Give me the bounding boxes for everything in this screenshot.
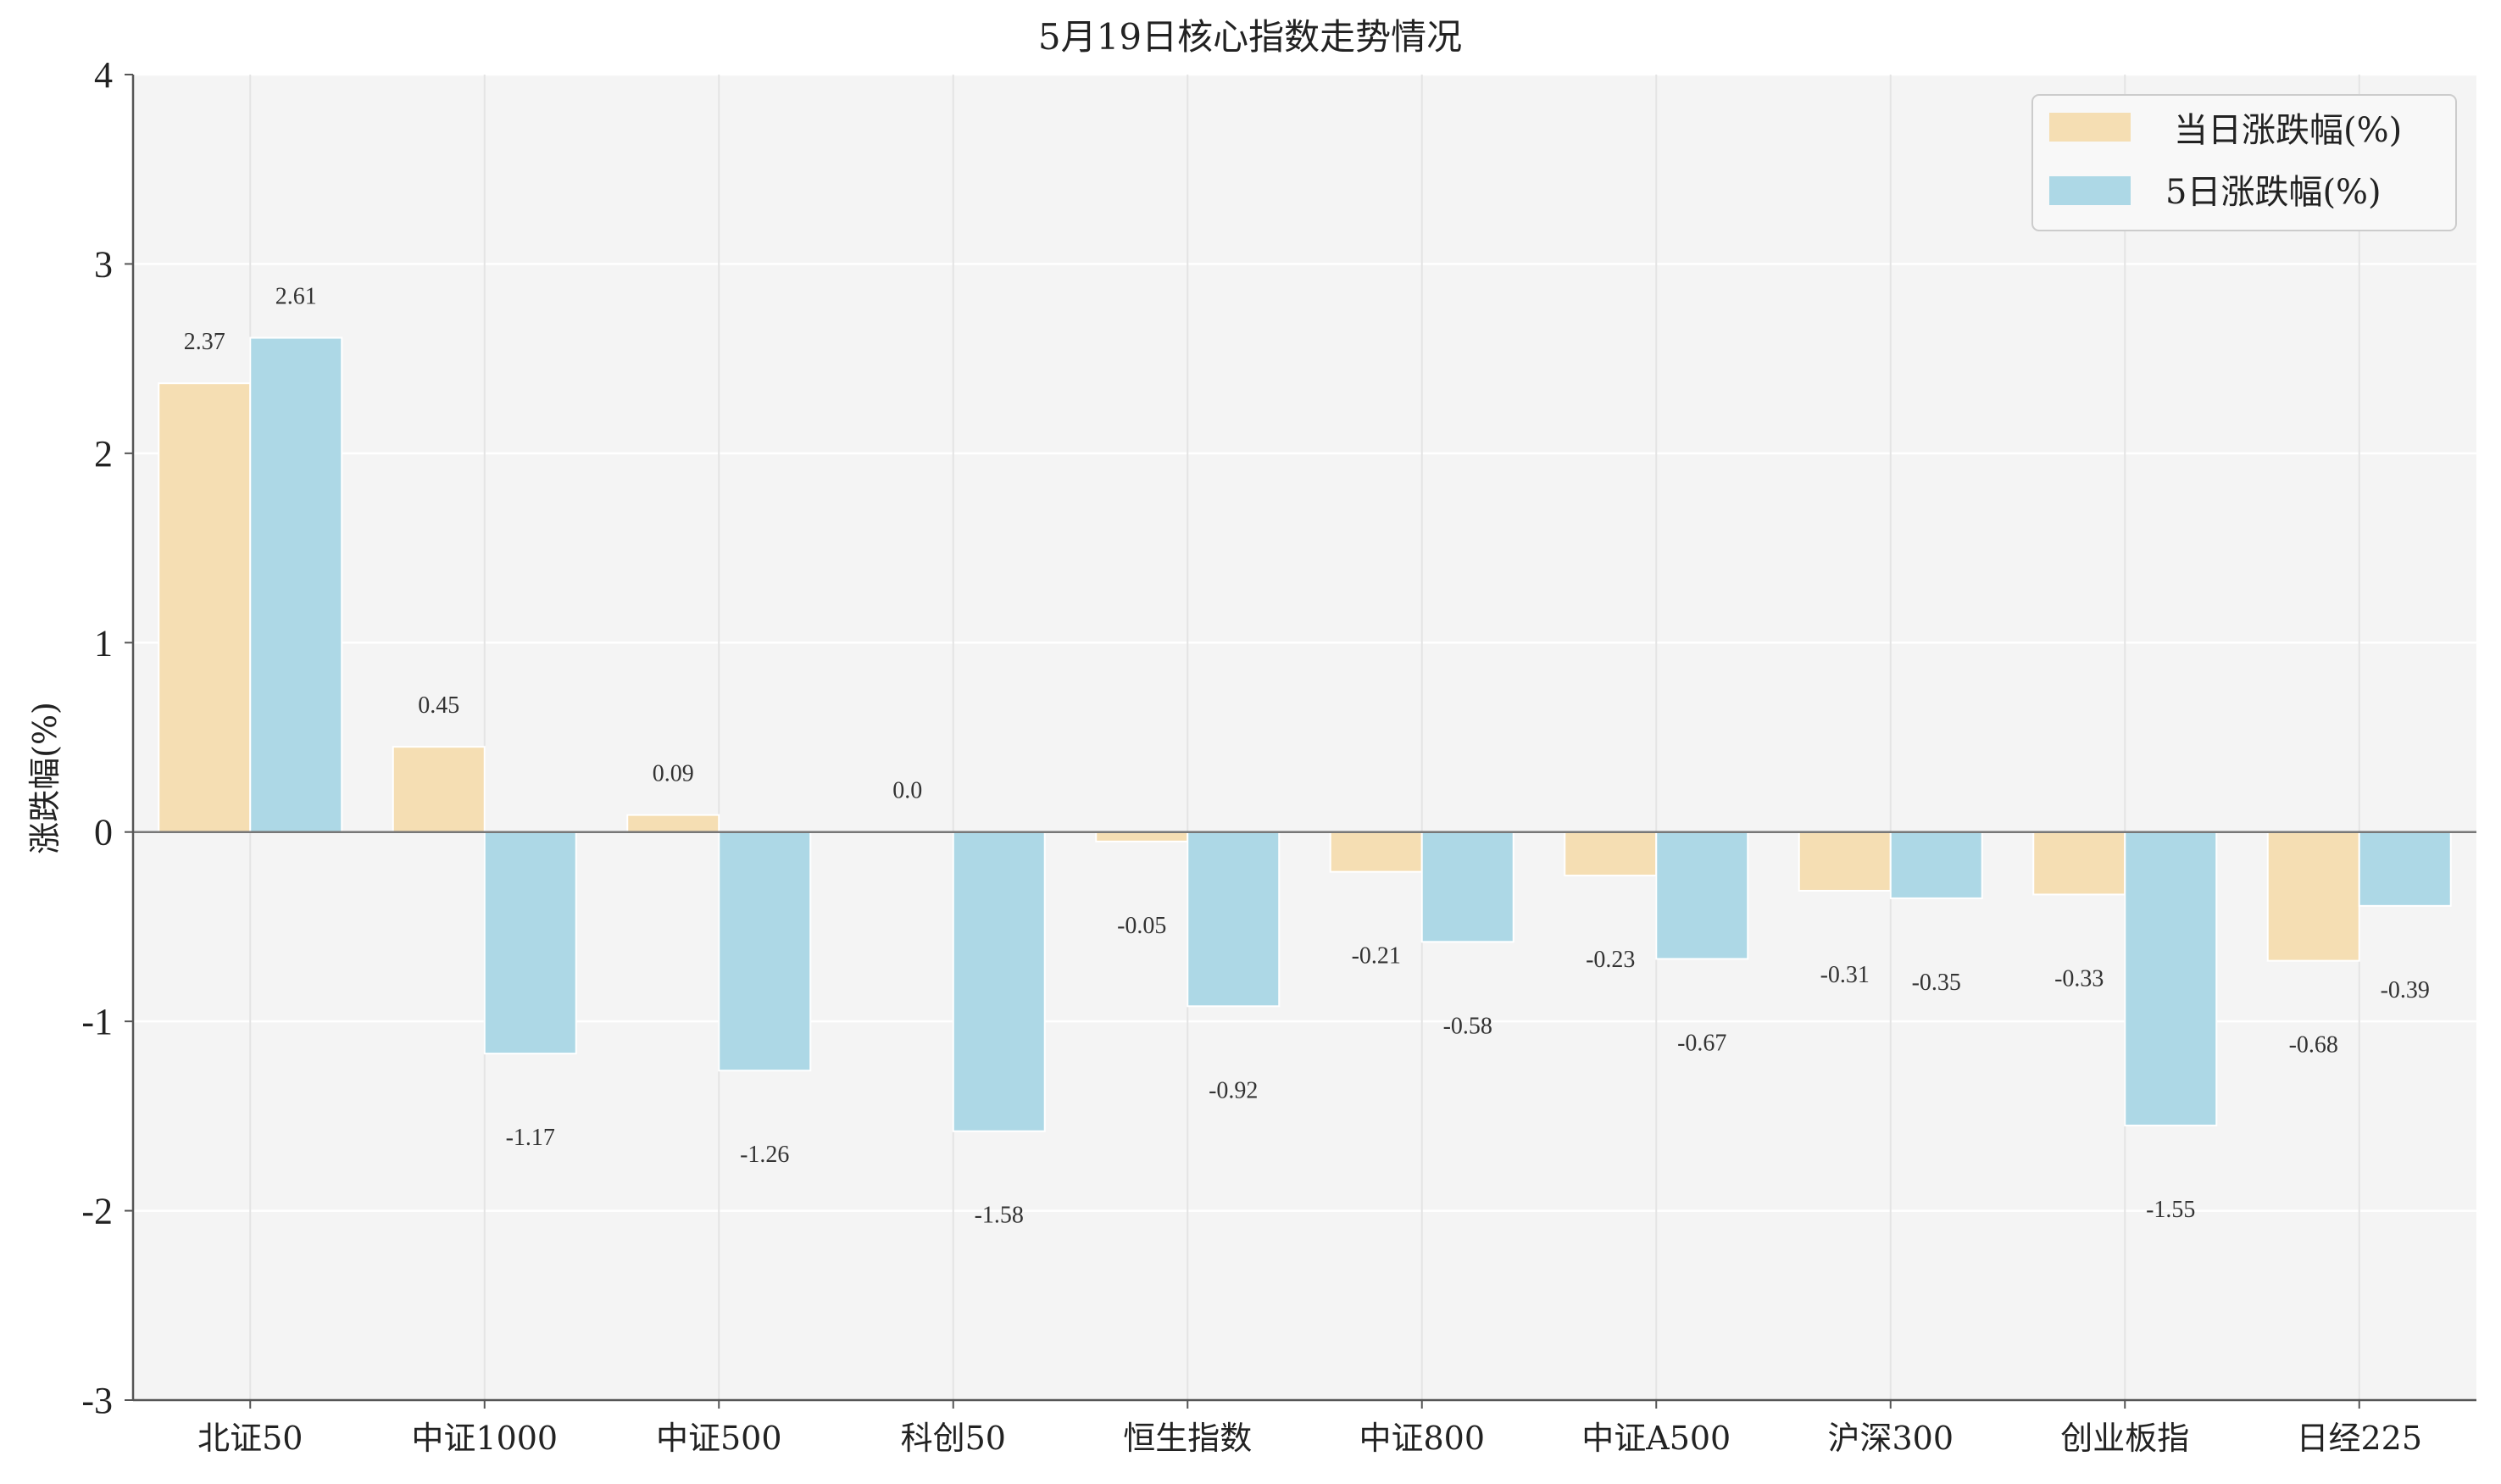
y-tick-label: -2 — [81, 1191, 113, 1232]
legend-label-daily: 当日涨跌幅(%) — [2174, 111, 2402, 150]
y-tick-label: 0 — [94, 812, 113, 853]
legend-swatch-5day — [2049, 176, 2131, 205]
bar-daily — [392, 746, 486, 833]
data-label: -1.58 — [975, 1203, 1024, 1229]
data-label: -0.39 — [2381, 977, 2430, 1003]
x-tick-label: 创业板指 — [2060, 1420, 2189, 1457]
data-label: -1.17 — [506, 1125, 555, 1151]
x-tick-label: 中证A500 — [1581, 1420, 1731, 1457]
bar-daily — [158, 382, 252, 833]
bar-5day — [2124, 831, 2218, 1127]
bar-5day — [1889, 831, 1983, 899]
y-tick-label: 2 — [94, 433, 113, 475]
bar-daily — [1329, 831, 1423, 873]
data-label: 2.37 — [184, 329, 225, 355]
data-label: -0.23 — [1586, 947, 1635, 973]
data-label: -0.05 — [1117, 913, 1166, 939]
data-label: -0.31 — [1820, 962, 1870, 988]
y-tick-label: -3 — [81, 1380, 113, 1421]
bar-5day — [952, 831, 1046, 1132]
x-tick-label: 日经225 — [2296, 1420, 2422, 1457]
y-tick-label: 1 — [94, 622, 113, 664]
data-label: -0.68 — [2289, 1032, 2338, 1059]
legend-swatch-daily — [2049, 113, 2131, 142]
bar-daily — [2032, 831, 2126, 896]
x-tick-label: 沪深300 — [1827, 1420, 1954, 1457]
data-label: 0.45 — [418, 692, 459, 719]
x-tick-label: 恒生指数 — [1123, 1420, 1252, 1457]
data-label: -1.55 — [2146, 1197, 2195, 1223]
data-label: -0.33 — [2054, 965, 2104, 992]
data-label: 0.09 — [653, 761, 694, 787]
chart-title: 5月19日核心指数走势情况 — [1038, 16, 1462, 58]
bar-daily — [1798, 831, 1892, 892]
bar-daily — [1095, 831, 1189, 842]
grid-layer — [133, 73, 2476, 1402]
y-tick-label: 3 — [94, 243, 113, 285]
bar-5day — [249, 336, 343, 833]
data-label: 0.0 — [892, 778, 922, 804]
bar-daily — [1564, 831, 1658, 877]
plot-area — [133, 75, 2476, 1400]
bar-daily — [2266, 831, 2360, 962]
bar-daily — [626, 814, 720, 833]
data-label: -1.26 — [740, 1142, 789, 1168]
bar-5day — [1655, 831, 1749, 960]
legend: 当日涨跌幅(%) 5日涨跌幅(%) — [2031, 94, 2457, 231]
data-label: -0.35 — [1912, 970, 1961, 996]
bar-5day — [1187, 831, 1281, 1008]
data-label: -0.92 — [1209, 1077, 1258, 1103]
label-layer: 2.37 2.61 0.45 -1.17 0.09 -1.26 0.0 -1.58 -0.05 -… — [184, 284, 2430, 1229]
y-tick-label: -1 — [81, 1001, 113, 1042]
y-tick-label: 4 — [94, 54, 113, 96]
axis-layer: -3 -2 -1 0 1 2 3 4 北证50 中证1000 中证500 科创50 恒生指数 中证800 中… — [81, 54, 2476, 1457]
data-label: -0.67 — [1677, 1030, 1726, 1056]
data-label: -0.58 — [1443, 1013, 1492, 1039]
x-tick-label: 中证1000 — [411, 1420, 558, 1457]
bar-5day — [483, 831, 577, 1055]
legend-box — [2031, 94, 2457, 231]
bar-5day — [718, 831, 812, 1072]
data-label: 2.61 — [275, 284, 317, 310]
bar-5day — [1420, 831, 1514, 943]
legend-label-5day: 5日涨跌幅(%) — [2165, 173, 2382, 212]
bar-5day — [2358, 831, 2452, 907]
x-tick-label: 中证500 — [656, 1420, 782, 1457]
x-tick-label: 中证800 — [1359, 1420, 1485, 1457]
x-tick-label: 北证50 — [197, 1420, 303, 1457]
bar-layer — [158, 336, 2452, 1132]
x-tick-label: 科创50 — [901, 1420, 1006, 1457]
y-axis-label: 涨跌幅(%) — [26, 702, 64, 854]
data-label: -0.21 — [1352, 943, 1401, 970]
